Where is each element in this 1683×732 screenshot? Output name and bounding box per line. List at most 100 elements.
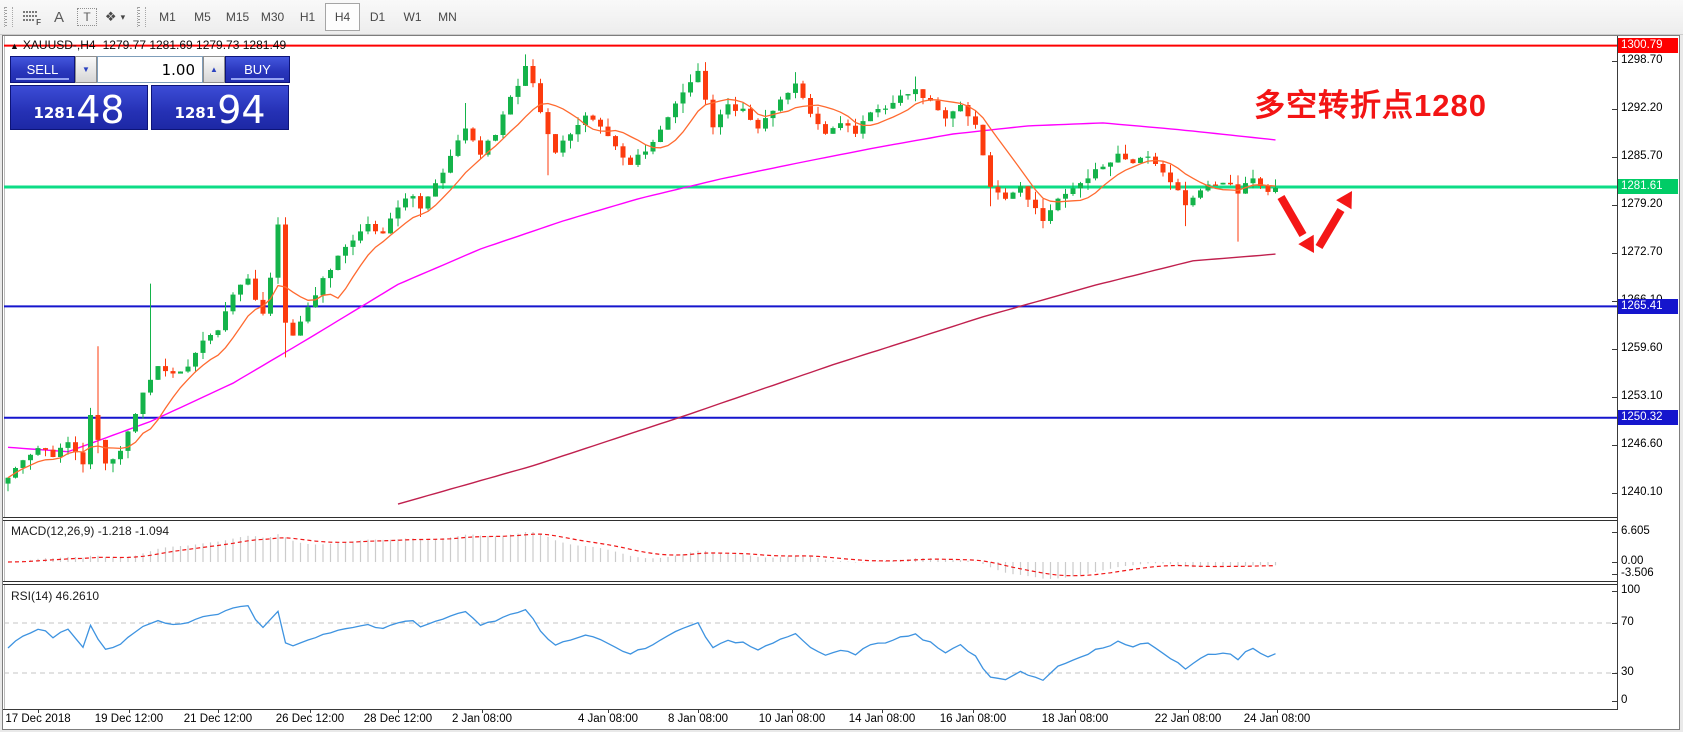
rsi-tick-label: 70 (1621, 616, 1634, 628)
timeframe-button-h4[interactable]: H4 (325, 3, 360, 31)
price-tick-mark (1612, 301, 1617, 302)
panel-divider-rsi[interactable] (3, 581, 1617, 585)
toolbar: F A T ❖ ▾ M1 M5 M15 M30 H1 H4 D1 W1 MN (0, 0, 1683, 35)
price-badge-resistance: 1300.79 (1618, 38, 1678, 54)
time-tick-label: 18 Jan 08:00 (1041, 713, 1109, 725)
toolbar-tool-text-label[interactable]: A (45, 3, 73, 31)
time-tick-label: 14 Jan 08:00 (848, 713, 916, 725)
price-badge-current-bid: 1281.61 (1618, 179, 1678, 195)
timeframe-button-m5[interactable]: M5 (194, 10, 211, 24)
toolbar-tool-text-box[interactable]: T (73, 3, 101, 31)
sell-price-display[interactable]: 1281 48 (10, 85, 148, 130)
time-tick-mark (792, 709, 793, 713)
chart-symbol-period: XAUUSD-,H4 (22, 38, 96, 52)
time-tick-mark (608, 709, 609, 713)
time-tick-label: 4 Jan 08:00 (577, 713, 639, 725)
volume-input[interactable] (97, 56, 203, 83)
buy-button[interactable]: BUY (225, 56, 290, 83)
time-tick-mark (1277, 709, 1278, 713)
main-chart-canvas[interactable] (4, 36, 1617, 518)
price-tick-label: 1240.10 (1621, 485, 1663, 498)
ma-slow-line (397, 253, 1276, 505)
timeframe-button-h1[interactable]: H1 (299, 10, 316, 24)
rsi-tick-mark (1612, 591, 1617, 592)
buy-price-big: 94 (217, 87, 266, 132)
time-tick-mark (1075, 709, 1076, 713)
window-inner-edge (4, 36, 5, 709)
grid-dots-icon: F (23, 11, 41, 27)
macd-tick-mark (1612, 574, 1617, 575)
arrow-down-drawing[interactable] (1277, 194, 1314, 253)
chart-window (2, 35, 1680, 730)
time-tick-label: 21 Dec 12:00 (183, 713, 253, 725)
price-tick-label: 1259.60 (1621, 342, 1663, 355)
price-badge-support: 1250.32 (1618, 410, 1678, 426)
toolbar-tool-draw-shapes[interactable]: ❖ ▾ (101, 3, 129, 31)
timeframe-button-m1[interactable]: M1 (159, 10, 176, 24)
rsi-tick-label: 30 (1621, 666, 1634, 678)
macd-tick-mark (1612, 532, 1617, 533)
toolbar-group-separator[interactable] (137, 7, 146, 27)
toolbar-drag-handle[interactable] (4, 7, 13, 27)
rsi-tick-mark (1612, 673, 1617, 674)
arrow-up-drawing[interactable] (1315, 191, 1352, 250)
chart-title: ▲ XAUUSD-,H4 1279.77 1281.69 1279.73 1281.… (10, 38, 286, 52)
time-tick-label: 10 Jan 08:00 (758, 713, 826, 725)
time-tick-mark (482, 709, 483, 713)
rsi-tick-mark (1612, 701, 1617, 702)
panel-divider-macd[interactable] (3, 517, 1617, 521)
price-tick-mark (1612, 61, 1617, 62)
text-label-icon: A (53, 8, 64, 26)
macd-tick-label: -3.506 (1621, 567, 1654, 579)
rsi-line (7, 605, 1276, 682)
time-tick-label: 8 Jan 08:00 (667, 713, 729, 725)
time-tick-mark (310, 709, 311, 713)
price-tick-label: 1246.60 (1621, 438, 1663, 451)
one-click-trading-panel: SELL ▼ ▲ BUY 1281 48 1281 94 (10, 56, 290, 130)
price-tick-mark (1612, 493, 1617, 494)
rsi-panel-canvas[interactable] (4, 586, 1617, 708)
chart-annotation-text[interactable]: 多空转折点1280 (1254, 88, 1487, 123)
price-axis-line (1617, 36, 1618, 709)
sell-price-small: 1281 (33, 104, 76, 122)
time-tick-mark (1188, 709, 1189, 713)
timeframe-button-m15[interactable]: M15 (225, 10, 250, 24)
macd-signal-line (7, 533, 1276, 577)
timeframe-button-w1[interactable]: W1 (403, 10, 422, 24)
shapes-icon: ❖ (104, 9, 117, 24)
chevron-down-icon: ▾ (120, 11, 126, 22)
time-tick-label: 28 Dec 12:00 (363, 713, 433, 725)
volume-decrease-button[interactable]: ▼ (75, 56, 97, 83)
buy-price-display[interactable]: 1281 94 (151, 85, 289, 130)
timeframe-button-m30[interactable]: M30 (260, 10, 285, 24)
time-tick-mark (218, 709, 219, 713)
time-tick-label: 17 Dec 2018 (5, 713, 71, 725)
price-tick-mark (1612, 109, 1617, 110)
price-tick-label: 1272.70 (1621, 245, 1663, 258)
macd-tick-label: 0.00 (1621, 555, 1644, 567)
sell-price-big: 48 (76, 87, 125, 132)
timeframe-button-d1[interactable]: D1 (369, 10, 386, 24)
toolbar-tool-indicators-grid[interactable]: F (17, 3, 45, 31)
price-tick-mark (1612, 445, 1617, 446)
volume-increase-button[interactable]: ▲ (203, 56, 225, 83)
price-tick-label: 1298.70 (1621, 54, 1663, 66)
time-tick-label: 26 Dec 12:00 (275, 713, 345, 725)
price-tick-label: 1279.20 (1621, 197, 1663, 210)
buy-price-small: 1281 (174, 104, 217, 122)
ma-fast-line (7, 98, 1276, 479)
rsi-tick-label: 100 (1621, 584, 1641, 596)
rsi-label: RSI(14) 46.2610 (11, 589, 100, 603)
rsi-tick-label: 0 (1621, 694, 1628, 706)
macd-panel-canvas[interactable] (4, 522, 1617, 580)
price-tick-mark (1612, 397, 1617, 398)
ma-medium-line (7, 122, 1276, 453)
sell-button[interactable]: SELL (10, 56, 75, 83)
time-tick-mark (38, 709, 39, 713)
rsi-tick-mark (1612, 623, 1617, 624)
price-tick-mark (1612, 253, 1617, 254)
macd-label: MACD(12,26,9) -1.218 -1.094 (11, 524, 170, 538)
window-expand-icon[interactable]: ▲ (10, 41, 19, 51)
text-box-icon: T (77, 8, 97, 26)
timeframe-button-mn[interactable]: MN (438, 10, 457, 24)
